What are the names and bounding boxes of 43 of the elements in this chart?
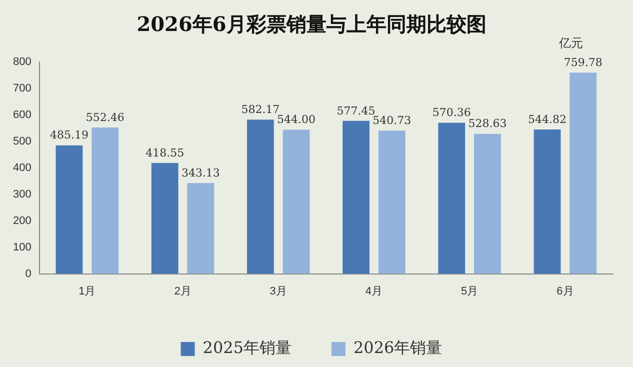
y-tick-label: 600: [12, 108, 32, 121]
y-tick-label: 0: [25, 268, 32, 280]
data-label: 552.46: [86, 110, 124, 124]
data-label: 540.73: [372, 114, 412, 127]
y-tick-label: 300: [12, 188, 32, 200]
y-tick-label: 100: [12, 241, 32, 254]
bar: [247, 120, 274, 274]
legend-label: 2026年销量: [354, 338, 442, 358]
bar: [570, 72, 597, 274]
bar: [378, 130, 406, 274]
bar: [342, 120, 370, 274]
bar: [438, 122, 466, 274]
data-label: 570.36: [432, 106, 471, 120]
y-tick-label: 500: [12, 135, 32, 148]
x-tick-label: 5月: [461, 285, 478, 298]
x-tick-label: 6月: [556, 285, 574, 298]
y-tick-label: 800: [12, 56, 32, 68]
y-tick-label: 200: [12, 214, 32, 227]
x-tick-label: 4月: [365, 285, 383, 298]
y-tick-label: 400: [12, 162, 32, 174]
x-tick-label: 2月: [174, 285, 192, 298]
bar: [534, 130, 561, 274]
data-label: 343.13: [181, 166, 220, 180]
bar: [187, 182, 214, 274]
data-label: 418.55: [146, 146, 184, 160]
data-label: 485.19: [50, 128, 88, 142]
data-label: 759.78: [564, 56, 602, 70]
data-label: 528.63: [468, 117, 507, 130]
legend-label: 2025年销量: [202, 338, 292, 358]
bar: [151, 162, 178, 274]
data-label: 582.17: [241, 103, 280, 116]
text: 亿元: [558, 36, 583, 50]
x-tick-label: 1月: [78, 285, 96, 298]
chart-title: 2026年6月彩票销量与上年同期比较图: [136, 12, 486, 36]
data-label: 544.82: [528, 112, 567, 126]
bar: [92, 128, 119, 274]
bar: [282, 130, 310, 274]
bar: [56, 145, 83, 274]
data-label: 577.45: [336, 104, 376, 118]
data-label: 544.00: [277, 113, 316, 126]
x-tick-label: 3月: [270, 285, 287, 298]
y-tick-label: 700: [12, 82, 32, 95]
bar: [474, 134, 501, 274]
